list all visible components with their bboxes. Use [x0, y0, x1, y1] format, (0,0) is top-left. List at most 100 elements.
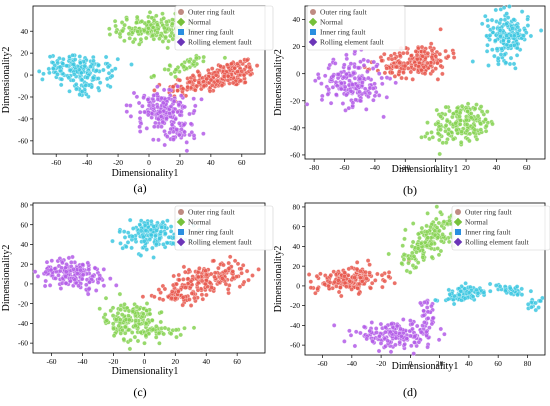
legend-label: Outer ring fault	[188, 208, 236, 217]
data-point-inner	[158, 229, 164, 234]
data-point-normal	[400, 243, 405, 248]
data-point-outer	[422, 71, 428, 76]
x-tick-label: -20	[108, 357, 118, 366]
legend-marker-circle-icon	[178, 209, 184, 215]
data-point-outer	[411, 66, 417, 72]
data-point-inner	[493, 38, 498, 43]
data-point-normal	[111, 326, 116, 331]
legend-label: Normal	[465, 218, 488, 227]
data-point-rolling	[422, 300, 427, 305]
panel-label: (c)	[133, 385, 146, 399]
data-point-normal	[191, 59, 197, 64]
data-point-normal	[444, 118, 450, 124]
data-point-rolling	[86, 286, 92, 292]
data-point-rolling	[346, 66, 352, 71]
data-point-outer	[365, 258, 371, 263]
data-point-normal	[401, 252, 407, 257]
data-point-normal	[465, 109, 470, 114]
data-point-inner	[51, 66, 56, 71]
data-point-normal	[123, 324, 128, 330]
data-point-rolling	[171, 137, 176, 142]
data-point-rolling	[339, 86, 344, 92]
data-point-rolling	[412, 334, 417, 339]
data-point-inner	[47, 54, 53, 59]
data-point-inner	[519, 9, 525, 14]
legend-marker-square-icon	[455, 229, 461, 235]
data-point-inner	[115, 56, 121, 62]
data-point-inner	[486, 63, 491, 68]
data-point-outer	[219, 83, 225, 88]
data-point-normal	[130, 39, 136, 45]
data-point-normal	[120, 28, 125, 34]
data-point-rolling	[101, 283, 107, 288]
data-point-normal	[157, 36, 162, 41]
data-point-outer	[237, 284, 243, 289]
legend-marker-diamond-icon	[176, 237, 186, 247]
data-point-rolling	[348, 61, 354, 66]
data-point-outer	[230, 269, 236, 274]
data-point-inner	[512, 33, 517, 39]
data-point-rolling	[328, 100, 334, 106]
data-point-inner	[60, 61, 66, 66]
data-point-rolling	[124, 103, 129, 108]
data-point-outer	[405, 50, 410, 56]
data-point-inner	[507, 61, 513, 67]
data-point-normal	[146, 19, 151, 25]
data-point-rolling	[350, 100, 356, 106]
data-point-rolling	[71, 266, 76, 272]
data-point-rolling	[370, 86, 376, 91]
legend-box	[451, 205, 550, 251]
data-point-inner	[479, 21, 485, 27]
data-point-outer	[173, 295, 178, 301]
data-point-rolling	[364, 107, 369, 112]
data-point-inner	[130, 226, 136, 231]
data-point-outer	[187, 79, 192, 85]
data-point-inner	[142, 223, 148, 228]
legend-box	[174, 205, 274, 251]
data-point-normal	[103, 295, 109, 301]
data-point-rolling	[49, 258, 55, 263]
data-point-inner	[483, 13, 488, 19]
data-point-rolling	[376, 71, 382, 76]
scatter-points	[304, 4, 544, 157]
data-point-normal	[483, 128, 489, 134]
data-point-inner	[79, 70, 84, 76]
data-point-rolling	[156, 137, 161, 143]
data-point-inner	[47, 70, 52, 76]
data-point-normal	[483, 117, 488, 122]
data-point-outer	[375, 271, 380, 277]
data-point-normal	[173, 67, 179, 72]
data-point-rolling	[422, 320, 427, 325]
data-point-outer	[239, 270, 244, 276]
data-point-normal	[458, 140, 464, 145]
y-tick-label: -40	[290, 321, 300, 330]
data-point-normal	[132, 334, 138, 340]
data-point-rolling	[137, 109, 143, 115]
data-point-rolling	[399, 333, 404, 339]
data-point-rolling	[351, 70, 356, 76]
data-point-normal	[454, 127, 459, 133]
data-point-normal	[485, 109, 490, 114]
data-point-rolling	[340, 101, 346, 106]
data-point-rolling	[154, 91, 160, 97]
data-point-normal	[150, 33, 155, 39]
x-axis-label: Dimensionality1	[392, 164, 459, 175]
data-point-outer	[238, 78, 244, 83]
data-point-inner	[511, 61, 517, 67]
data-point-rolling	[32, 269, 38, 274]
x-tick-label: 0	[142, 357, 146, 366]
data-point-normal	[436, 252, 442, 258]
data-point-inner	[108, 84, 113, 90]
data-point-inner	[487, 33, 493, 38]
data-point-rolling	[128, 114, 134, 119]
y-tick-label: 20	[293, 262, 301, 271]
data-point-normal	[113, 23, 118, 29]
data-point-normal	[459, 103, 465, 109]
data-point-outer	[435, 77, 441, 82]
data-point-normal	[459, 129, 464, 134]
data-point-normal	[174, 334, 179, 340]
data-point-rolling	[429, 321, 435, 327]
data-point-inner	[67, 89, 72, 94]
